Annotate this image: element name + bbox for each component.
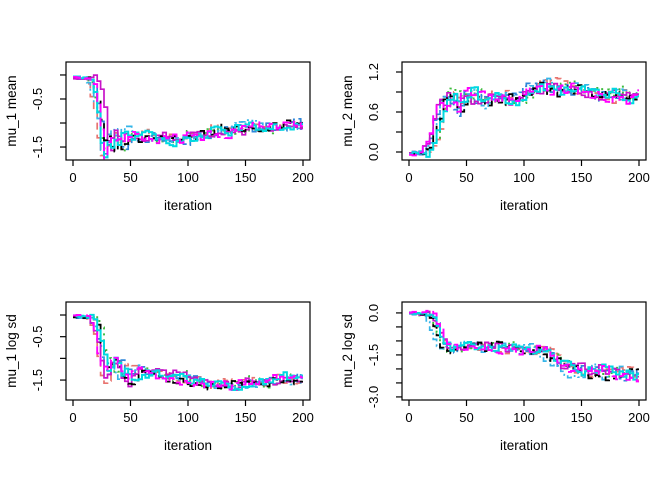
- x-tick-label: 0: [405, 410, 412, 425]
- y-tick-label: 0.6: [366, 103, 381, 121]
- x-axis-title: iteration: [500, 198, 548, 213]
- chain-magenta: [73, 314, 303, 391]
- plot-mu-2-mean: 0.0 0.6 1.2 0 50 100 150 200 mu_2 mean iteration: [340, 61, 650, 213]
- plot-mu-1-log-sd: -0.5 -1.5 0 50 100 150 200 mu_1 log sd iteration: [4, 301, 314, 453]
- x-axis-title: iteration: [164, 438, 212, 453]
- panel-box: [401, 301, 647, 401]
- x-tick-label: 200: [628, 410, 650, 425]
- x-tick-label: 100: [177, 410, 199, 425]
- x-tick-label: 50: [459, 170, 473, 185]
- y-tick-label: -3.0: [366, 386, 381, 408]
- y-tick-label: -0.5: [30, 325, 45, 347]
- x-tick-label: 0: [69, 170, 76, 185]
- x-tick-label: 150: [571, 410, 593, 425]
- panel-box: [65, 61, 311, 161]
- y-axis-title: mu_1 mean: [4, 75, 19, 146]
- x-tick-label: 0: [69, 410, 76, 425]
- x-tick-label: 100: [513, 410, 535, 425]
- chain-black: [73, 76, 303, 153]
- y-tick-label: -1.5: [30, 369, 45, 391]
- x-tick-label: 50: [123, 410, 137, 425]
- chain-green: [409, 311, 639, 381]
- chain-cyan: [409, 83, 639, 158]
- panel-box: [401, 61, 647, 161]
- chain-black: [409, 81, 639, 156]
- x-axis-title: iteration: [164, 198, 212, 213]
- plot-mu-2-log-sd: 0.0 -1.5 -3.0 0 50 100 150 200 mu_2 log sd iterat…: [340, 301, 650, 453]
- chain-magenta: [73, 75, 303, 160]
- x-tick-label: 150: [235, 410, 257, 425]
- x-tick-label: 150: [571, 170, 593, 185]
- series-group: [73, 313, 303, 391]
- y-axis-title: mu_2 mean: [340, 75, 355, 146]
- x-tick-label: 0: [405, 170, 412, 185]
- series-group: [73, 74, 303, 160]
- x-tick-label: 50: [123, 170, 137, 185]
- chain-magenta: [409, 309, 639, 383]
- x-tick-label: 200: [628, 170, 650, 185]
- x-axis-title: iteration: [500, 438, 548, 453]
- y-tick-label: -1.5: [366, 344, 381, 366]
- y-axis-title: mu_1 log sd: [4, 314, 19, 388]
- plot-mu-1-mean: -0.5 -1.5 0 50 100 150 200 mu_1 mean iteration: [4, 61, 314, 213]
- series-group: [409, 76, 639, 158]
- chain-cyan: [73, 75, 303, 159]
- x-tick-label: 200: [292, 170, 314, 185]
- chain-magenta: [409, 82, 639, 157]
- chain-darkmagenta: [73, 74, 303, 152]
- series-group: [409, 309, 639, 383]
- y-axis-title: mu_2 log sd: [340, 314, 355, 388]
- y-tick-label: 0.0: [366, 304, 381, 322]
- x-tick-label: 200: [292, 410, 314, 425]
- y-tick-label: 0.0: [366, 143, 381, 161]
- y-tick-label: 1.2: [366, 63, 381, 81]
- y-tick-label: -0.5: [30, 88, 45, 110]
- y-tick-label: -1.5: [30, 136, 45, 158]
- x-tick-label: 150: [235, 170, 257, 185]
- x-tick-label: 100: [177, 170, 199, 185]
- x-tick-label: 50: [459, 410, 473, 425]
- x-tick-label: 100: [513, 170, 535, 185]
